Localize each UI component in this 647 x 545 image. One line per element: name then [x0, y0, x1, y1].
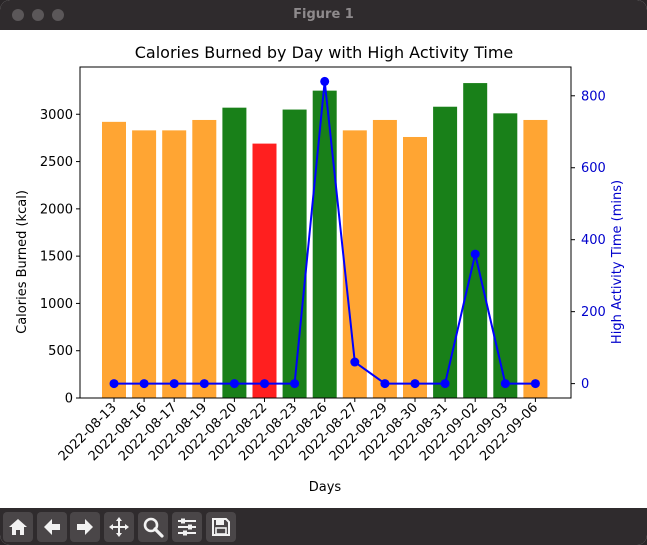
navigation-toolbar: [0, 508, 647, 545]
bars-group: [102, 83, 548, 399]
right-axis: 0 200 400 600 800: [571, 89, 606, 392]
figure-canvas: Calories Burned by Day with High Activit…: [0, 30, 647, 508]
pan-button[interactable]: [104, 512, 134, 542]
arrow-left-icon: [44, 519, 60, 535]
y2-axis-label: High Activity Time (mins): [610, 180, 625, 344]
sliders-icon: [178, 518, 196, 536]
activity-point-2022-08-23: [290, 379, 300, 389]
zoom-button[interactable]: [138, 512, 168, 542]
y-axis-label: Calories Burned (kcal): [15, 190, 30, 334]
bar-2022-09-02: [463, 83, 488, 398]
bar-2022-08-30: [403, 136, 427, 398]
zoom-window-button[interactable]: [52, 9, 64, 21]
chart: Calories Burned by Day with High Activit…: [15, 43, 625, 495]
y2-tick-label: 400: [581, 233, 606, 248]
activity-point-2022-08-27: [350, 357, 360, 367]
activity-point-2022-09-06: [530, 379, 540, 389]
activity-point-2022-08-26: [320, 76, 330, 86]
activity-point-2022-08-16: [139, 379, 149, 389]
bar-2022-09-06: [523, 119, 548, 399]
back-button[interactable]: [37, 512, 67, 542]
bar-2022-08-19: [192, 119, 217, 399]
home-icon: [9, 519, 27, 535]
bar-2022-08-20: [222, 107, 247, 398]
bar-2022-08-23: [282, 109, 307, 399]
close-window-button[interactable]: [12, 9, 24, 21]
configure-subplots-button[interactable]: [172, 512, 202, 542]
activity-point-2022-08-19: [199, 379, 209, 389]
bar-2022-08-26: [312, 90, 337, 398]
bar-2022-08-17: [162, 130, 187, 398]
activity-point-2022-08-30: [410, 379, 420, 389]
activity-point-2022-09-03: [500, 379, 510, 389]
move-icon: [109, 517, 129, 537]
bar-2022-08-22: [252, 143, 277, 398]
activity-point-2022-08-22: [260, 379, 269, 389]
y2-tick-label: 600: [581, 161, 606, 176]
bar-2022-09-03: [493, 113, 518, 398]
window-title: Figure 1: [293, 7, 354, 22]
y-tick-label: 3000: [40, 108, 73, 123]
chart-title: Calories Burned by Day with High Activit…: [135, 43, 514, 62]
bar-2022-08-31: [433, 106, 458, 398]
minimize-window-button[interactable]: [32, 9, 44, 21]
bar-2022-08-16: [132, 130, 157, 398]
bar-2022-08-29: [372, 119, 397, 399]
y-tick-label: 1000: [40, 297, 73, 312]
arrow-right-icon: [77, 519, 93, 535]
magnifier-icon: [143, 517, 164, 538]
y-tick-label: 1500: [40, 250, 73, 265]
plot-frame: [79, 66, 572, 399]
bar-2022-08-13: [102, 121, 126, 398]
x-axis: 2022-08-132022-08-162022-08-172022-08-19…: [56, 398, 541, 464]
y-tick-label: 0: [65, 392, 73, 407]
x-axis-label: Days: [309, 480, 342, 495]
y2-tick-label: 200: [581, 305, 606, 320]
activity-point-2022-09-02: [470, 249, 480, 259]
home-button[interactable]: [3, 512, 33, 542]
y-tick-label: 500: [48, 344, 73, 359]
line-series: [109, 76, 540, 389]
activity-point-2022-08-20: [229, 379, 239, 389]
activity-point-2022-08-17: [169, 379, 179, 389]
y-tick-label: 2500: [40, 155, 73, 170]
activity-point-2022-08-31: [440, 379, 450, 389]
y2-tick-label: 800: [581, 89, 606, 104]
activity-point-2022-08-29: [380, 379, 390, 389]
forward-button[interactable]: [70, 512, 100, 542]
y2-tick-label: 0: [581, 377, 589, 392]
floppy-disk-icon: [212, 518, 230, 536]
save-button[interactable]: [206, 512, 236, 542]
activity-point-2022-08-13: [109, 379, 119, 389]
title-bar: Figure 1: [0, 0, 647, 31]
left-axis: 0 500 1000 1500 2000 2500 3000: [40, 108, 80, 407]
y-tick-label: 2000: [40, 202, 73, 217]
